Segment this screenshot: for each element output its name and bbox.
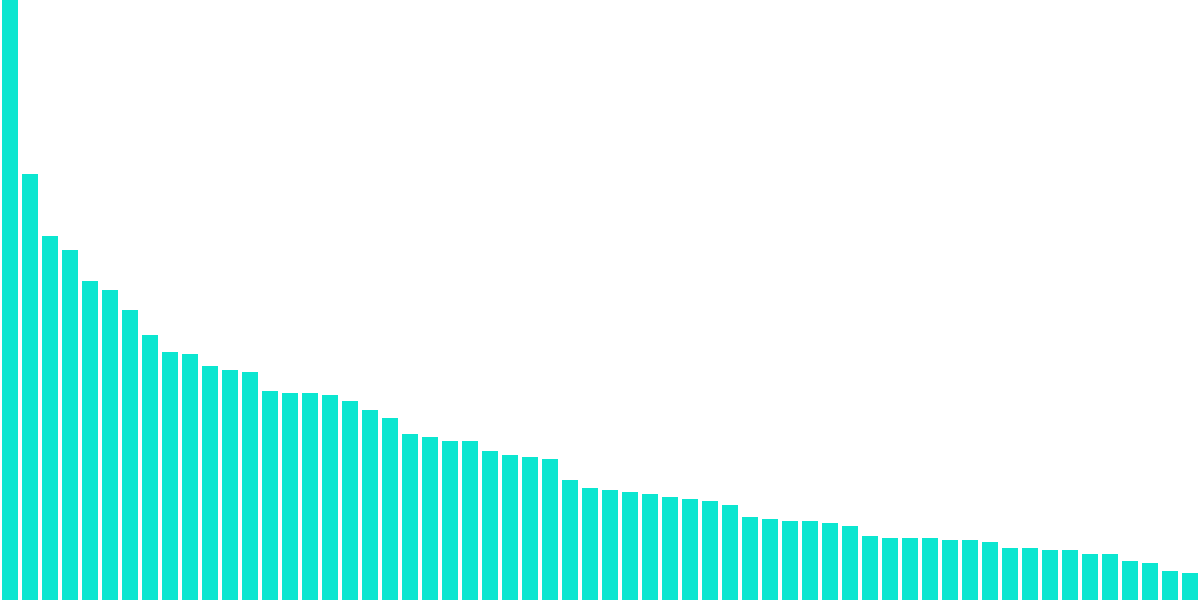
bar bbox=[762, 519, 778, 600]
bar bbox=[922, 538, 938, 600]
bar bbox=[82, 281, 98, 600]
bar bbox=[202, 366, 218, 600]
bar bbox=[822, 523, 838, 600]
bar bbox=[42, 236, 58, 600]
bar bbox=[282, 393, 298, 600]
bar bbox=[1062, 550, 1078, 600]
bar bbox=[422, 437, 438, 600]
bar bbox=[342, 401, 358, 600]
bar bbox=[1162, 571, 1178, 600]
bar bbox=[62, 250, 78, 600]
bar bbox=[842, 526, 858, 600]
bar bbox=[182, 354, 198, 600]
bar bbox=[322, 395, 338, 600]
bar bbox=[902, 538, 918, 600]
bar bbox=[302, 393, 318, 600]
bar bbox=[242, 372, 258, 600]
bar bbox=[962, 540, 978, 600]
bar bbox=[1142, 563, 1158, 600]
bar bbox=[502, 455, 518, 600]
bar bbox=[602, 490, 618, 600]
bar bbox=[982, 542, 998, 600]
bar bbox=[1122, 561, 1138, 600]
bar bbox=[1182, 573, 1198, 600]
bar bbox=[702, 501, 718, 600]
bar bbox=[642, 494, 658, 600]
bar bbox=[942, 540, 958, 600]
bar bbox=[222, 370, 238, 600]
bar bbox=[802, 521, 818, 600]
bar bbox=[662, 497, 678, 600]
bar bbox=[542, 459, 558, 600]
bar bbox=[742, 517, 758, 600]
bar bbox=[1022, 548, 1038, 600]
bar bbox=[622, 492, 638, 600]
bar bbox=[102, 290, 118, 600]
bar bbox=[882, 538, 898, 600]
bar bbox=[22, 174, 38, 600]
bar bbox=[442, 441, 458, 600]
bar bbox=[382, 418, 398, 600]
bar bbox=[482, 451, 498, 600]
bar bbox=[782, 521, 798, 600]
bar bbox=[722, 505, 738, 600]
bar bbox=[682, 499, 698, 600]
bar bbox=[462, 441, 478, 600]
bar bbox=[402, 434, 418, 600]
bar bbox=[122, 310, 138, 600]
bar bbox=[362, 410, 378, 600]
bar bbox=[142, 335, 158, 600]
bar bbox=[1002, 548, 1018, 600]
bar-chart bbox=[0, 0, 1200, 600]
bar bbox=[262, 391, 278, 600]
bar bbox=[1042, 550, 1058, 600]
bar bbox=[862, 536, 878, 600]
bar bbox=[1082, 554, 1098, 600]
bar bbox=[562, 480, 578, 600]
bar bbox=[522, 457, 538, 600]
bar bbox=[582, 488, 598, 600]
bar bbox=[162, 352, 178, 600]
bar bbox=[2, 0, 18, 600]
bar bbox=[1102, 554, 1118, 600]
